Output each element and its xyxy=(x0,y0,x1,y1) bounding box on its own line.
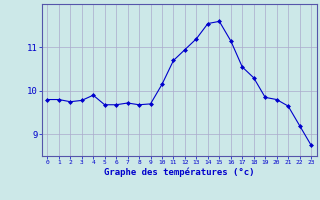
X-axis label: Graphe des températures (°c): Graphe des températures (°c) xyxy=(104,168,254,177)
